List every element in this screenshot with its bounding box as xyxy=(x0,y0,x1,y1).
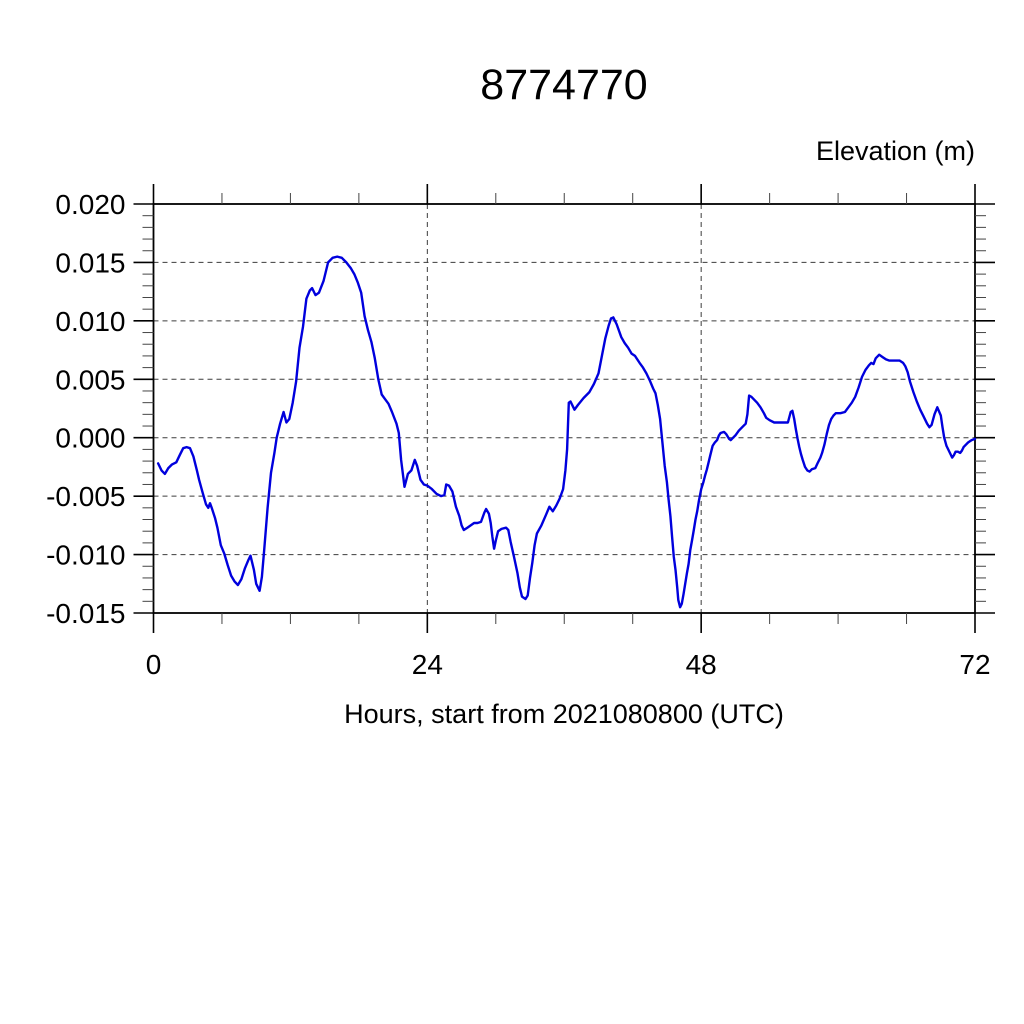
elevation-line xyxy=(156,255,977,609)
y-axis-title: Elevation (m) xyxy=(815,136,975,166)
chart-title: 8774770 xyxy=(480,61,648,109)
y-tick-label: -0.015 xyxy=(46,598,125,629)
plot-frame xyxy=(152,203,976,614)
x-tick-label: 0 xyxy=(146,649,162,680)
y-tick-label: 0.000 xyxy=(55,423,125,454)
y-tick-label: 0.005 xyxy=(55,364,125,395)
x-axis-title: Hours, start from 2021080800 (UTC) xyxy=(344,699,784,729)
x-tick-label: 24 xyxy=(412,649,443,680)
y-tick-label: 0.015 xyxy=(55,247,125,278)
y-tick-label: -0.005 xyxy=(46,481,125,512)
y-tick-label: 0.020 xyxy=(55,189,125,220)
x-tick-label: 48 xyxy=(686,649,717,680)
y-tick-label: 0.010 xyxy=(55,306,125,337)
y-tick-label: -0.010 xyxy=(46,540,125,571)
x-tick-label: 72 xyxy=(959,649,990,680)
